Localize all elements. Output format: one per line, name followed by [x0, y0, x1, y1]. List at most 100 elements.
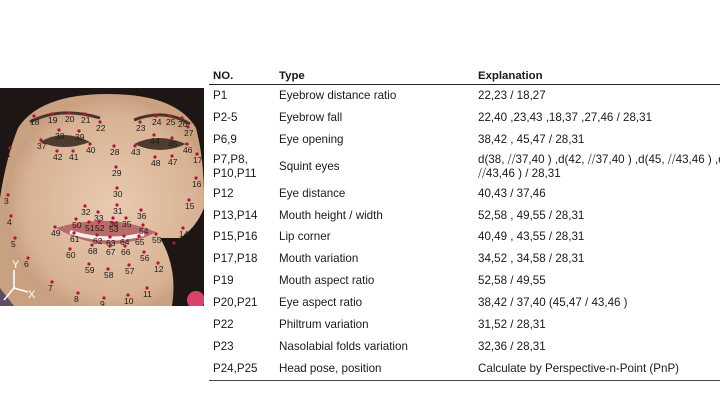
cell-explanation: Calculate by Perspective-n-Point (PnP) — [474, 357, 720, 381]
landmark-point — [55, 149, 59, 153]
landmark-label: 65 — [135, 237, 145, 247]
landmark-label: 51 — [85, 223, 95, 233]
cell-type: Eyebrow fall — [279, 110, 343, 124]
landmark-label: 18 — [30, 117, 40, 127]
landmark-point — [185, 142, 189, 146]
left-eyebrow — [29, 111, 101, 124]
cell-no: P7,P8, P10,P11 — [209, 151, 275, 183]
landmark-point — [106, 267, 110, 271]
landmark-point — [115, 203, 119, 207]
landmark-label: 6 — [24, 259, 29, 269]
table-row: P20,P21 Eye aspect ratio 38,42 / 37,40 (45… — [209, 292, 720, 314]
landmark-point — [170, 154, 174, 158]
landmark-point — [139, 208, 143, 212]
landmark-point — [90, 243, 94, 247]
landmark-point — [112, 144, 116, 148]
cell-no: P20,P21 — [213, 296, 258, 310]
landmark-label: 39 — [75, 132, 85, 142]
landmark-point — [71, 149, 75, 153]
landmark-label: 43 — [131, 147, 141, 157]
landmark-point — [53, 225, 57, 229]
cell-type: Mouth aspect ratio — [279, 274, 375, 288]
landmark-point — [39, 138, 43, 142]
landmark-point — [102, 296, 106, 300]
landmark-label: 15 — [185, 201, 195, 211]
table-row: P22 Philtrum variation 31,52 / 28,31 — [209, 314, 720, 336]
cell-explanation: 52,58 , 49,55 / 28,31 — [478, 208, 585, 222]
table-row: P19 Mouth aspect ratio 52,58 / 49,55 — [209, 270, 720, 292]
landmark-label: 29 — [112, 168, 122, 178]
landmark-label: 41 — [69, 152, 79, 162]
cell-type: Mouth height / width — [279, 208, 383, 222]
table-row: P24,P25 Head pose, position Calculate by P… — [209, 357, 720, 381]
table-row: P1 Eyebrow distance ratio 22,23 / 18,27 — [209, 85, 720, 107]
landmark-label: 48 — [151, 158, 161, 168]
cell-no: P1 — [213, 88, 228, 102]
table-row: P6,9 Eye opening 38,42 , 45,47 / 28,31 — [209, 129, 720, 151]
header-type: Type — [275, 67, 474, 85]
landmark-point — [98, 120, 102, 124]
cell-no: P24,P25 — [209, 357, 275, 381]
landmark-label: 45 — [168, 139, 178, 149]
table-header-row: NO. Type Explanation — [209, 67, 720, 85]
cell-no: P23 — [213, 339, 234, 353]
landmark-point — [76, 291, 80, 295]
cell-type: Philtrum variation — [279, 317, 369, 331]
landmark-point — [32, 114, 36, 118]
landmark-point — [154, 232, 158, 236]
table-row: P23 Nasolabial folds variation 32,36 / 28,… — [209, 336, 720, 358]
landmark-label: 12 — [154, 264, 164, 274]
landmark-label: 37 — [37, 141, 47, 151]
landmark-label: 26 — [178, 119, 188, 129]
landmark-label: 36 — [137, 211, 147, 221]
landmark-label: 25 — [166, 117, 176, 127]
landmark-label: 54 — [139, 226, 149, 236]
landmark-point — [114, 165, 118, 169]
flower-fragment — [187, 291, 204, 306]
landmark-point — [96, 210, 100, 214]
landmark-point — [187, 198, 191, 202]
cell-no-line: P7,P8, — [213, 152, 248, 166]
landmark-label: 35 — [122, 219, 132, 229]
landmark-label: 8 — [74, 294, 79, 304]
landmark-point — [170, 136, 174, 140]
landmark-label: 9 — [100, 299, 105, 306]
cell-type: Mouth variation — [279, 252, 359, 266]
landmark-point — [172, 241, 176, 245]
cell-explanation: 22,40 ,23,43 ,18,37 ,27,46 / 28,31 — [478, 110, 653, 124]
landmark-label: 32 — [81, 207, 91, 217]
landmark-point — [111, 221, 115, 225]
landmark-label: 40 — [86, 145, 96, 155]
cell-type: Eye distance — [279, 186, 346, 200]
left-eye — [40, 135, 90, 147]
cell-no: P19 — [213, 274, 234, 288]
landmark-label: 67 — [106, 247, 116, 257]
landmark-label: 14 — [179, 229, 189, 239]
cell-type: Squint eyes — [279, 159, 340, 173]
landmark-point — [194, 176, 198, 180]
right-eye — [134, 138, 186, 150]
cell-no: P6,9 — [213, 132, 237, 146]
table-row: P12 Eye distance 40,43 / 37,46 — [209, 183, 720, 205]
hair-right — [160, 208, 204, 306]
cell-explanation: 40,43 / 37,46 — [478, 186, 546, 200]
feature-table: NO. Type Explanation P1 Eyebrow distance … — [209, 67, 720, 381]
landmark-point — [153, 155, 157, 159]
cell-type: Nasolabial folds variation — [279, 339, 408, 353]
landmark-label: 58 — [104, 270, 114, 280]
landmark-label: 63 — [106, 238, 116, 248]
landmark-label: 16 — [192, 179, 202, 189]
landmark-point — [8, 146, 12, 150]
landmark-point — [195, 152, 199, 156]
landmark-point — [87, 262, 91, 266]
landmark-label: 44 — [150, 136, 160, 146]
cell-type: Eye aspect ratio — [279, 296, 363, 310]
landmark-label: 19 — [48, 115, 58, 125]
landmark-label: 10 — [124, 296, 134, 306]
landmark-label: 23 — [136, 123, 146, 133]
landmark-point — [83, 204, 87, 208]
landmark-point — [13, 236, 17, 240]
landmark-label: 28 — [110, 147, 120, 157]
landmark-point — [87, 220, 91, 224]
landmark-point — [126, 293, 130, 297]
